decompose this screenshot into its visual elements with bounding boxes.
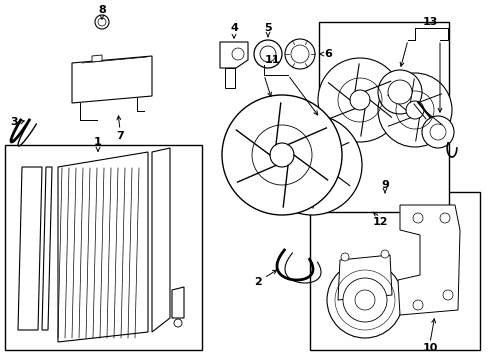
- Circle shape: [222, 95, 342, 215]
- Circle shape: [343, 278, 387, 322]
- Polygon shape: [72, 56, 152, 103]
- Circle shape: [318, 58, 402, 142]
- Polygon shape: [18, 167, 42, 330]
- Text: 11: 11: [264, 55, 280, 65]
- Text: 5: 5: [264, 23, 272, 33]
- Circle shape: [440, 213, 450, 223]
- Circle shape: [291, 45, 309, 63]
- Circle shape: [174, 319, 182, 327]
- Circle shape: [406, 101, 424, 119]
- Polygon shape: [92, 55, 102, 62]
- Text: 9: 9: [381, 180, 389, 190]
- Text: 4: 4: [230, 23, 238, 33]
- Polygon shape: [172, 287, 184, 318]
- Circle shape: [98, 18, 106, 26]
- Circle shape: [355, 290, 375, 310]
- Text: 12: 12: [372, 217, 388, 227]
- Circle shape: [413, 300, 423, 310]
- Circle shape: [95, 15, 109, 29]
- Circle shape: [378, 70, 422, 114]
- Text: 10: 10: [422, 343, 438, 353]
- Circle shape: [285, 39, 315, 69]
- Bar: [5, 145, 202, 350]
- Text: 8: 8: [98, 5, 106, 15]
- Text: 13: 13: [422, 17, 438, 27]
- Circle shape: [388, 80, 412, 104]
- Circle shape: [327, 262, 403, 338]
- Bar: [310, 192, 480, 350]
- Text: 6: 6: [324, 49, 332, 59]
- Polygon shape: [225, 68, 235, 88]
- Circle shape: [430, 124, 446, 140]
- Circle shape: [341, 253, 349, 261]
- Polygon shape: [220, 42, 248, 68]
- Polygon shape: [398, 205, 460, 315]
- Circle shape: [443, 290, 453, 300]
- Text: 7: 7: [116, 131, 124, 141]
- Circle shape: [270, 143, 294, 167]
- Polygon shape: [42, 167, 52, 330]
- Text: 2: 2: [254, 277, 262, 287]
- Circle shape: [260, 46, 276, 62]
- Circle shape: [254, 40, 282, 68]
- Circle shape: [381, 250, 389, 258]
- Circle shape: [422, 116, 454, 148]
- Circle shape: [262, 115, 362, 215]
- Bar: [319, 22, 449, 212]
- Circle shape: [413, 213, 423, 223]
- Text: 1: 1: [94, 137, 102, 147]
- Circle shape: [302, 155, 322, 175]
- Circle shape: [232, 48, 244, 60]
- Polygon shape: [58, 152, 148, 342]
- Polygon shape: [338, 255, 392, 300]
- Polygon shape: [152, 148, 170, 332]
- Circle shape: [378, 73, 452, 147]
- Circle shape: [350, 90, 370, 110]
- Text: 3: 3: [10, 117, 18, 127]
